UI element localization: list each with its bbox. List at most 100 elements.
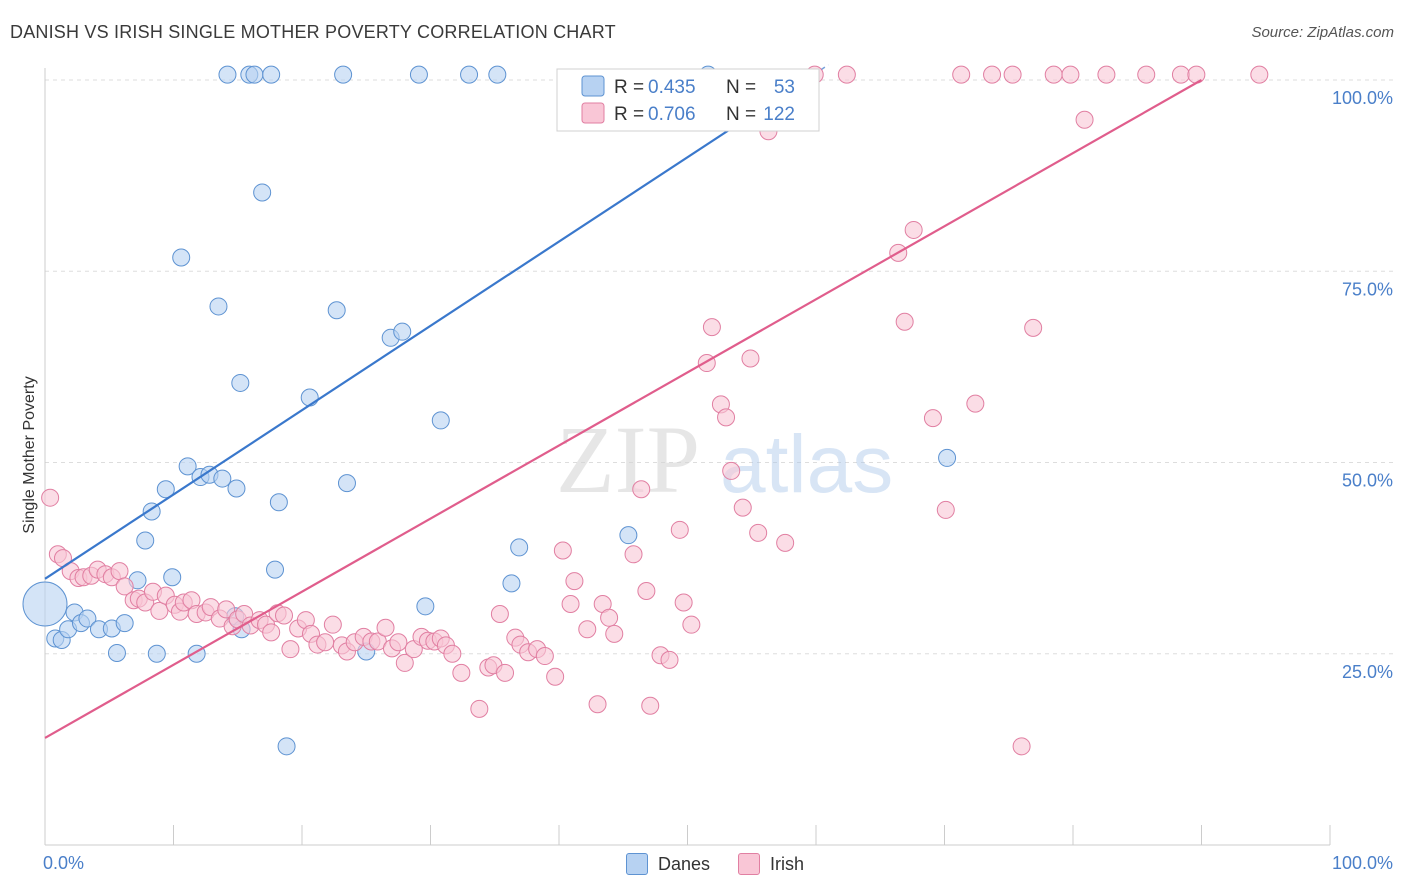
irish-point-41	[316, 633, 335, 652]
danes-point-30	[245, 65, 264, 84]
irish-point-88	[682, 615, 701, 634]
tick-labels: 25.0% 50.0% 75.0% 100.0% 0.0% 100.0%	[43, 88, 1393, 873]
y-tick-label-0: 25.0%	[1342, 662, 1393, 682]
stats-swatch-1	[581, 102, 605, 124]
irish-point-112	[1044, 65, 1063, 84]
irish-point-113	[1061, 65, 1080, 84]
irish-point-35	[275, 606, 294, 625]
irish-point-104	[923, 409, 942, 428]
irish-point-52	[395, 653, 414, 672]
danes-point-26	[218, 65, 237, 84]
irish-point-90	[702, 318, 721, 337]
irish-point-87	[674, 593, 693, 612]
irish-point-75	[578, 620, 597, 639]
x-tick-label-0: 0.0%	[43, 853, 84, 873]
irish-point-26	[217, 600, 236, 619]
irish-point-11	[115, 577, 134, 596]
danes-point-16	[163, 568, 182, 587]
danes-point-28	[231, 373, 250, 392]
legend-item-irish[interactable]: Irish	[738, 853, 804, 875]
stats-n-label-0: N =	[726, 77, 756, 98]
irish-point-73	[561, 595, 580, 614]
irish-point-78	[600, 608, 619, 627]
irish-point-93	[722, 461, 741, 480]
irish-point-71	[546, 667, 565, 686]
irish-point-109	[1003, 65, 1022, 84]
danes-point-9	[107, 643, 126, 662]
stats-legend: R = 0.435 N = 53 R = 0.706 N = 122	[556, 68, 820, 132]
irish-point-72	[553, 541, 572, 560]
legend-label-danes: Danes	[658, 853, 711, 874]
irish-point-36	[281, 640, 300, 659]
axes	[44, 68, 1331, 846]
grid-lines	[45, 79, 1395, 655]
irish-point-33	[262, 623, 281, 642]
danes-point-35	[277, 737, 296, 756]
danes-point-10	[115, 614, 134, 633]
danes-point-15	[156, 480, 175, 499]
irish-point-92	[717, 408, 736, 427]
trend-lines	[44, 64, 1203, 739]
x-tick-label-1: 100.0%	[1332, 853, 1393, 873]
chart-title: DANISH VS IRISH SINGLE MOTHER POVERTY CO…	[10, 22, 616, 42]
irish-point-70	[535, 647, 554, 666]
irish-point-16	[150, 601, 169, 620]
irish-point-81	[632, 480, 651, 499]
watermark: ZIP atlas	[556, 406, 893, 513]
irish-point-118	[1187, 65, 1206, 84]
irish-point-86	[670, 520, 689, 539]
y-tick-label-3: 100.0%	[1332, 88, 1393, 108]
irish-point-103	[904, 220, 923, 239]
irish-point-108	[983, 65, 1002, 84]
danes-point-32	[262, 65, 281, 84]
y-tick-label-1: 50.0%	[1342, 471, 1393, 491]
irish-point-111	[1024, 318, 1043, 337]
danes-point-48	[502, 574, 521, 593]
irish-point-94	[733, 498, 752, 517]
irish-point-100	[837, 65, 856, 84]
danes-point-45	[431, 411, 450, 430]
watermark-atlas: atlas	[720, 419, 893, 510]
irish-point-83	[641, 696, 660, 715]
danes-point-22	[213, 469, 232, 488]
danes-point-50	[619, 526, 638, 545]
danes-point-33	[266, 560, 285, 579]
source-label: Source: ZipAtlas.com	[1251, 24, 1394, 41]
irish-point-110	[1012, 737, 1031, 756]
irish-point-51	[389, 633, 408, 652]
series-irish-points	[41, 65, 1269, 756]
danes-point-46	[460, 65, 479, 84]
danes-point-52	[938, 448, 957, 467]
irish-point-119	[1250, 65, 1269, 84]
irish-point-116	[1137, 65, 1156, 84]
irish-point-42	[323, 615, 342, 634]
stats-r-label-1: R =	[614, 104, 644, 125]
danes-point-25	[209, 297, 228, 316]
danes-point-17	[172, 248, 191, 267]
danes-point-43	[409, 65, 428, 84]
stats-n-label-1: N =	[726, 104, 756, 125]
irish-point-107	[966, 394, 985, 413]
danes-point-38	[334, 65, 353, 84]
irish-point-96	[749, 523, 768, 542]
legend-label-irish: Irish	[770, 853, 805, 874]
stats-r-label-0: R =	[614, 77, 644, 98]
irish-point-102	[895, 312, 914, 331]
irish-point-65	[496, 663, 515, 682]
irish-point-115	[1097, 65, 1116, 84]
danes-point-12	[136, 531, 155, 550]
stats-n-value-0: 53	[774, 77, 795, 98]
trend-line-danes	[44, 125, 736, 580]
irish-point-0	[41, 488, 60, 507]
legend-swatch-danes	[626, 853, 648, 875]
irish-point-80	[624, 545, 643, 564]
danes-point-6	[78, 609, 97, 628]
irish-point-61	[470, 699, 489, 718]
irish-point-98	[776, 533, 795, 552]
legend-item-danes[interactable]: Danes	[626, 853, 710, 875]
danes-point-47	[488, 65, 507, 84]
danes-point-0	[22, 581, 68, 627]
y-axis-label: Single Mother Poverty	[21, 376, 38, 534]
irish-point-85	[660, 650, 679, 669]
